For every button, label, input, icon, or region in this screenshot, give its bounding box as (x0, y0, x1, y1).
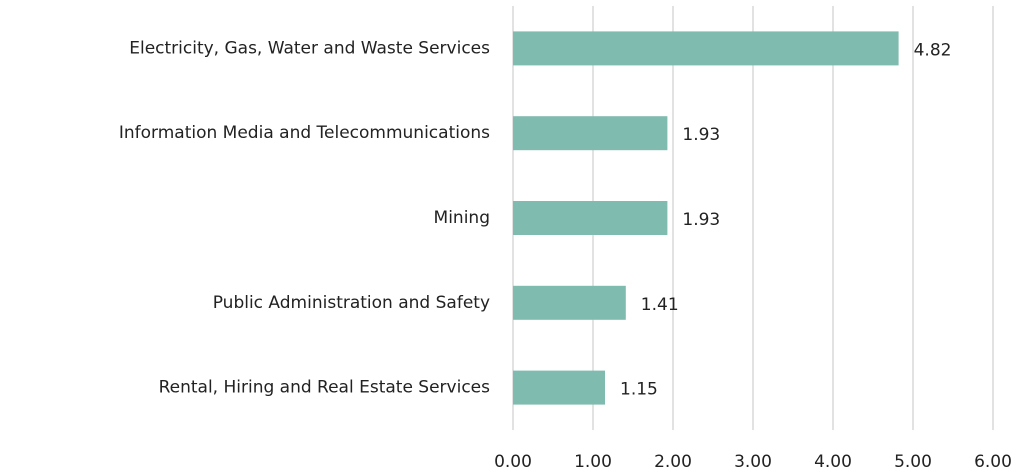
data-label: 4.82 (914, 40, 952, 60)
bar (513, 116, 668, 151)
data-label: 1.41 (641, 295, 679, 315)
y-tick-label: Electricity, Gas, Water and Waste Servic… (129, 38, 490, 58)
data-label: 1.93 (682, 125, 720, 145)
y-tick-label: Information Media and Telecommunications (119, 123, 490, 143)
bar (513, 201, 668, 235)
y-tick-label: Mining (434, 208, 490, 228)
x-tick-label: 4.00 (814, 452, 852, 472)
x-tick-label: 1.00 (574, 452, 612, 472)
bar (513, 370, 605, 405)
x-tick-label: 0.00 (494, 452, 532, 472)
bar (513, 285, 626, 320)
data-label: 1.15 (620, 380, 658, 400)
x-tick-label: 2.00 (654, 452, 692, 472)
x-tick-label: 6.00 (974, 452, 1012, 472)
x-tick-label: 5.00 (894, 452, 932, 472)
x-tick-label: 3.00 (734, 452, 772, 472)
y-tick-label: Rental, Hiring and Real Estate Services (159, 378, 491, 398)
bar (513, 31, 899, 66)
data-label: 1.93 (682, 210, 720, 230)
y-tick-label: Public Administration and Safety (213, 293, 490, 313)
